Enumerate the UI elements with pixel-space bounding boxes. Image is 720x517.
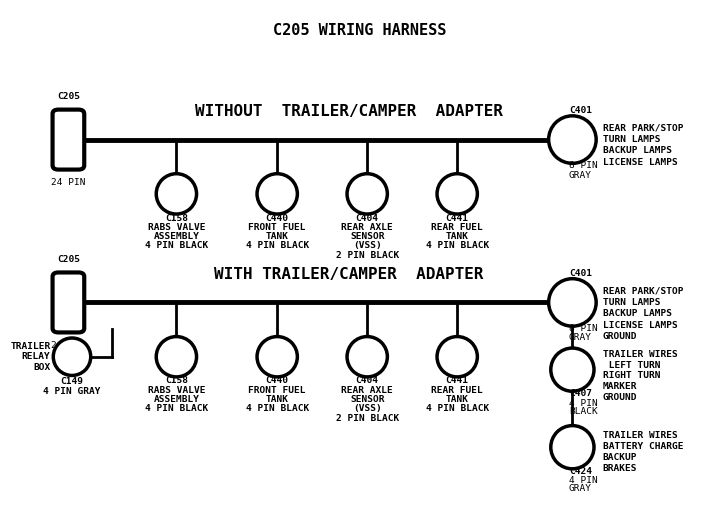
Text: LEFT TURN: LEFT TURN <box>603 360 660 370</box>
Text: 4 PIN: 4 PIN <box>569 476 598 485</box>
Text: TANK: TANK <box>266 395 289 404</box>
Text: RIGHT TURN: RIGHT TURN <box>603 371 660 381</box>
Text: 8 PIN: 8 PIN <box>569 324 598 333</box>
Ellipse shape <box>549 116 596 163</box>
Text: SENSOR: SENSOR <box>350 395 384 404</box>
Text: TANK: TANK <box>446 232 469 241</box>
Text: WITHOUT  TRAILER/CAMPER  ADAPTER: WITHOUT TRAILER/CAMPER ADAPTER <box>195 103 503 119</box>
FancyBboxPatch shape <box>53 272 84 332</box>
Text: TANK: TANK <box>446 395 469 404</box>
Text: MARKER: MARKER <box>603 382 637 391</box>
Text: TRAILER WIRES: TRAILER WIRES <box>603 431 678 440</box>
Text: BACKUP LAMPS: BACKUP LAMPS <box>603 309 672 318</box>
Text: 4 PIN BLACK: 4 PIN BLACK <box>246 241 309 250</box>
Text: C424: C424 <box>569 467 592 476</box>
Text: C401: C401 <box>569 269 592 278</box>
Text: RABS VALVE: RABS VALVE <box>148 386 205 394</box>
Ellipse shape <box>53 338 91 375</box>
Ellipse shape <box>551 425 594 469</box>
Text: (VSS): (VSS) <box>353 241 382 250</box>
Text: REAR FUEL: REAR FUEL <box>431 223 483 232</box>
Ellipse shape <box>156 337 197 377</box>
Text: C401: C401 <box>569 106 592 115</box>
Ellipse shape <box>437 337 477 377</box>
Text: ASSEMBLY: ASSEMBLY <box>153 232 199 241</box>
Text: 4 PIN BLACK: 4 PIN BLACK <box>426 404 489 413</box>
Text: SENSOR: SENSOR <box>350 232 384 241</box>
Text: GROUND: GROUND <box>603 393 637 402</box>
Text: WITH TRAILER/CAMPER  ADAPTER: WITH TRAILER/CAMPER ADAPTER <box>215 266 484 282</box>
Text: 4 PIN: 4 PIN <box>569 399 598 407</box>
Ellipse shape <box>549 279 596 326</box>
Ellipse shape <box>347 337 387 377</box>
Text: BACKUP: BACKUP <box>603 453 637 462</box>
Text: 2 PIN BLACK: 2 PIN BLACK <box>336 251 399 260</box>
Text: LICENSE LAMPS: LICENSE LAMPS <box>603 158 678 167</box>
Text: GRAY: GRAY <box>569 333 592 342</box>
Text: C404: C404 <box>356 214 379 222</box>
Ellipse shape <box>347 174 387 214</box>
Text: TANK: TANK <box>266 232 289 241</box>
Text: C440: C440 <box>266 214 289 222</box>
Ellipse shape <box>257 337 297 377</box>
Text: C404: C404 <box>356 376 379 385</box>
Text: TRAILER WIRES: TRAILER WIRES <box>603 349 678 359</box>
Text: TURN LAMPS: TURN LAMPS <box>603 298 660 307</box>
Text: 4 PIN BLACK: 4 PIN BLACK <box>145 241 208 250</box>
Text: FRONT FUEL: FRONT FUEL <box>248 386 306 394</box>
Ellipse shape <box>551 348 594 391</box>
Text: C158: C158 <box>165 376 188 385</box>
Text: C205: C205 <box>57 255 80 264</box>
Ellipse shape <box>156 174 197 214</box>
Text: BACKUP LAMPS: BACKUP LAMPS <box>603 146 672 156</box>
Text: 24 PIN: 24 PIN <box>51 178 86 187</box>
Ellipse shape <box>437 174 477 214</box>
Text: REAR PARK/STOP: REAR PARK/STOP <box>603 286 683 296</box>
Text: C407: C407 <box>569 389 592 398</box>
Text: 4 PIN BLACK: 4 PIN BLACK <box>426 241 489 250</box>
Text: REAR AXLE: REAR AXLE <box>341 223 393 232</box>
Text: TRAILER
RELAY
BOX: TRAILER RELAY BOX <box>10 342 50 372</box>
Ellipse shape <box>257 174 297 214</box>
Text: LICENSE LAMPS: LICENSE LAMPS <box>603 321 678 330</box>
Text: 2 PIN BLACK: 2 PIN BLACK <box>336 414 399 422</box>
Text: C205: C205 <box>57 92 80 101</box>
Text: BATTERY CHARGE: BATTERY CHARGE <box>603 442 683 451</box>
Text: C158: C158 <box>165 214 188 222</box>
Text: 4 PIN GRAY: 4 PIN GRAY <box>43 387 101 396</box>
Text: RABS VALVE: RABS VALVE <box>148 223 205 232</box>
Text: C149: C149 <box>60 377 84 386</box>
Text: REAR PARK/STOP: REAR PARK/STOP <box>603 124 683 133</box>
Text: REAR AXLE: REAR AXLE <box>341 386 393 394</box>
Text: GROUND: GROUND <box>603 332 637 341</box>
Text: BRAKES: BRAKES <box>603 464 637 473</box>
Text: FRONT FUEL: FRONT FUEL <box>248 223 306 232</box>
Text: C440: C440 <box>266 376 289 385</box>
Text: 4 PIN BLACK: 4 PIN BLACK <box>246 404 309 413</box>
Text: ASSEMBLY: ASSEMBLY <box>153 395 199 404</box>
Text: C441: C441 <box>446 214 469 222</box>
Text: GRAY: GRAY <box>569 484 592 493</box>
Text: BLACK: BLACK <box>569 407 598 416</box>
Text: 4 PIN BLACK: 4 PIN BLACK <box>145 404 208 413</box>
Text: TURN LAMPS: TURN LAMPS <box>603 135 660 144</box>
Text: C441: C441 <box>446 376 469 385</box>
Text: (VSS): (VSS) <box>353 404 382 413</box>
Text: C205 WIRING HARNESS: C205 WIRING HARNESS <box>274 23 446 38</box>
Text: 24 PIN: 24 PIN <box>51 341 86 350</box>
Text: 8 PIN: 8 PIN <box>569 161 598 170</box>
Text: REAR FUEL: REAR FUEL <box>431 386 483 394</box>
FancyBboxPatch shape <box>53 110 84 170</box>
Text: GRAY: GRAY <box>569 171 592 179</box>
